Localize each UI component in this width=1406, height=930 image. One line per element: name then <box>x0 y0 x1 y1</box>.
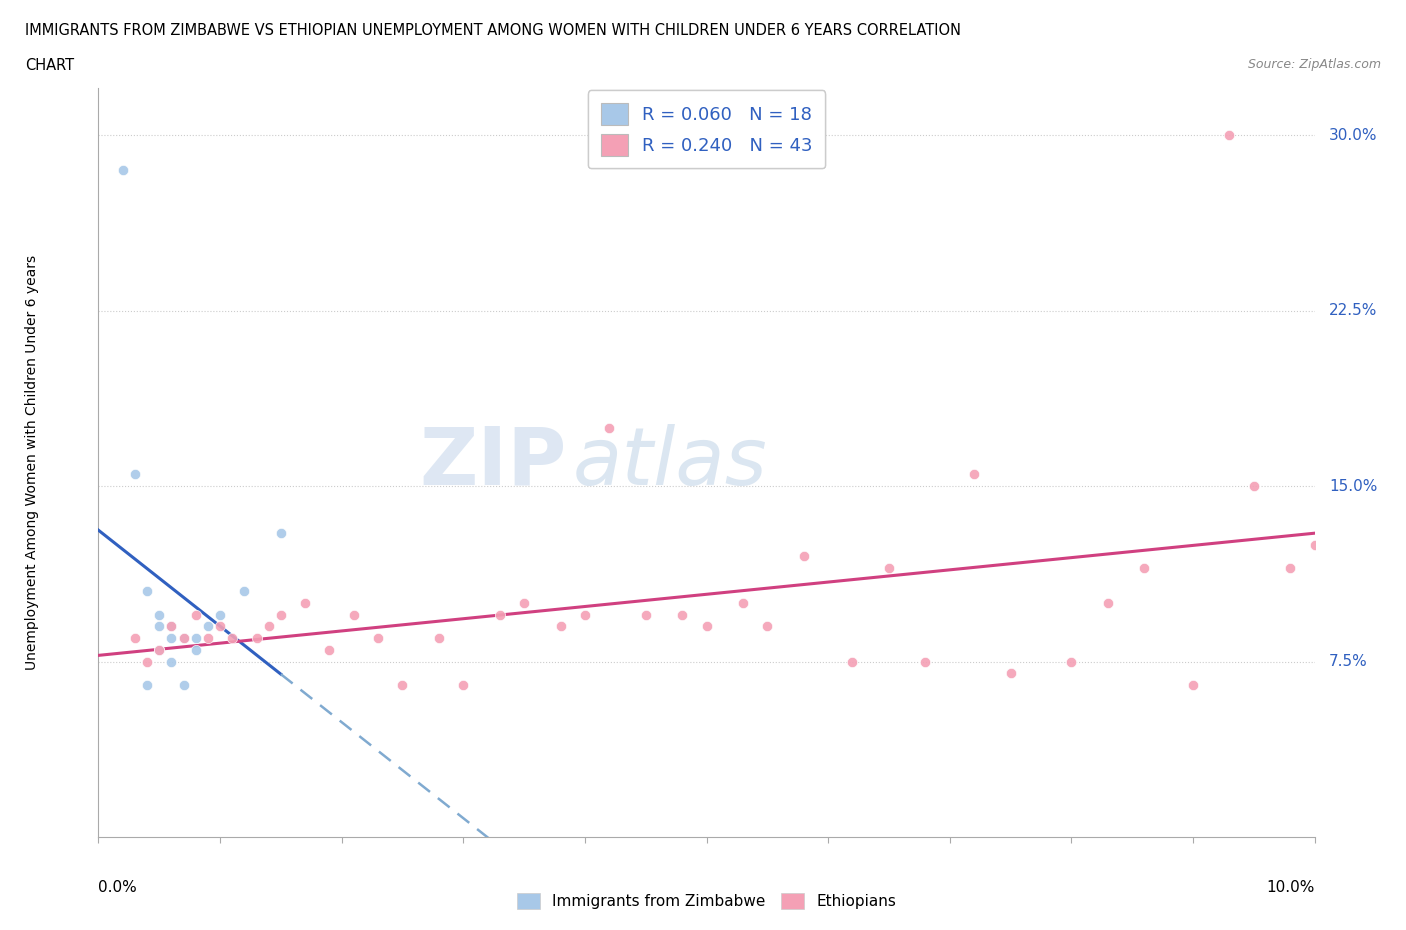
Point <box>184 643 207 658</box>
Point <box>318 643 340 658</box>
Text: Source: ZipAtlas.com: Source: ZipAtlas.com <box>1247 58 1381 71</box>
Point <box>294 595 316 610</box>
Point <box>184 631 207 645</box>
Text: 0.0%: 0.0% <box>98 880 138 895</box>
Point <box>111 163 134 178</box>
Point <box>197 619 219 634</box>
Point <box>173 677 195 692</box>
Text: Unemployment Among Women with Children Under 6 years: Unemployment Among Women with Children U… <box>24 255 38 671</box>
Point <box>148 643 170 658</box>
Point <box>173 631 195 645</box>
Point <box>513 595 536 610</box>
Point <box>221 631 243 645</box>
Point <box>245 631 267 645</box>
Point <box>124 467 146 482</box>
Point <box>1097 595 1119 610</box>
Point <box>209 607 232 622</box>
Point <box>391 677 413 692</box>
Point <box>1303 538 1326 552</box>
Point <box>148 643 170 658</box>
Point <box>877 561 900 576</box>
Point <box>136 584 159 599</box>
Point <box>1182 677 1205 692</box>
Point <box>270 607 292 622</box>
Point <box>1133 561 1156 576</box>
Point <box>233 584 256 599</box>
Point <box>1218 127 1240 142</box>
Point <box>367 631 389 645</box>
Point <box>574 607 596 622</box>
Point <box>598 420 620 435</box>
Legend: R = 0.060   N = 18, R = 0.240   N = 43: R = 0.060 N = 18, R = 0.240 N = 43 <box>588 90 825 168</box>
Text: 10.0%: 10.0% <box>1267 880 1315 895</box>
Text: atlas: atlas <box>572 424 768 501</box>
Point <box>453 677 475 692</box>
Point <box>1060 654 1083 669</box>
Text: ZIP: ZIP <box>419 424 567 501</box>
Text: 7.5%: 7.5% <box>1329 654 1368 669</box>
Point <box>696 619 718 634</box>
Point <box>756 619 779 634</box>
Point <box>1243 479 1265 494</box>
Text: 15.0%: 15.0% <box>1329 479 1378 494</box>
Point <box>270 525 292 540</box>
Point <box>160 619 183 634</box>
Point <box>1279 561 1302 576</box>
Point <box>136 677 159 692</box>
Point <box>173 631 195 645</box>
Point <box>671 607 693 622</box>
Point <box>197 631 219 645</box>
Point <box>963 467 986 482</box>
Point <box>841 654 863 669</box>
Text: CHART: CHART <box>25 58 75 73</box>
Point <box>209 619 232 634</box>
Text: 22.5%: 22.5% <box>1329 303 1378 318</box>
Point <box>184 607 207 622</box>
Text: IMMIGRANTS FROM ZIMBABWE VS ETHIOPIAN UNEMPLOYMENT AMONG WOMEN WITH CHILDREN UND: IMMIGRANTS FROM ZIMBABWE VS ETHIOPIAN UN… <box>25 23 962 38</box>
Point <box>343 607 366 622</box>
Point <box>160 654 183 669</box>
Point <box>136 654 159 669</box>
Text: 30.0%: 30.0% <box>1329 127 1378 142</box>
Point <box>550 619 572 634</box>
Point <box>160 631 183 645</box>
Point <box>427 631 450 645</box>
Point <box>160 619 183 634</box>
Point <box>914 654 936 669</box>
Point <box>634 607 657 622</box>
Point <box>1000 666 1022 681</box>
Point <box>148 607 170 622</box>
Point <box>257 619 280 634</box>
Point <box>488 607 510 622</box>
Point <box>148 619 170 634</box>
Point <box>731 595 754 610</box>
Point <box>124 631 146 645</box>
Point <box>793 549 815 564</box>
